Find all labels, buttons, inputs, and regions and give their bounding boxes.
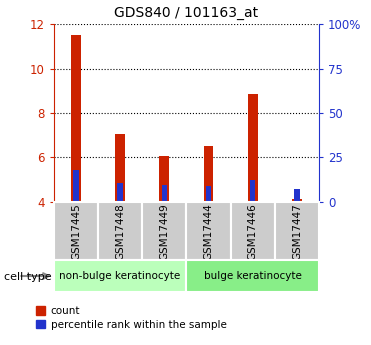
Title: GDS840 / 101163_at: GDS840 / 101163_at xyxy=(114,6,259,20)
Bar xyxy=(115,134,125,202)
Text: GSM17448: GSM17448 xyxy=(115,203,125,259)
Bar xyxy=(294,189,300,202)
Text: non-bulge keratinocyte: non-bulge keratinocyte xyxy=(59,271,181,281)
Bar xyxy=(160,156,169,202)
Bar xyxy=(162,185,167,202)
Text: GSM17449: GSM17449 xyxy=(159,203,169,259)
Bar xyxy=(118,183,123,202)
Bar xyxy=(71,35,81,202)
Bar xyxy=(275,202,319,260)
Text: GSM17444: GSM17444 xyxy=(204,203,214,259)
Bar xyxy=(186,260,319,292)
Bar xyxy=(142,202,186,260)
Bar xyxy=(206,186,211,202)
Bar xyxy=(98,202,142,260)
Text: GSM17447: GSM17447 xyxy=(292,203,302,259)
Text: GSM17446: GSM17446 xyxy=(248,203,258,259)
Bar xyxy=(292,199,302,202)
Bar xyxy=(186,202,231,260)
Legend: count, percentile rank within the sample: count, percentile rank within the sample xyxy=(35,305,227,331)
Bar xyxy=(73,170,79,202)
Text: GSM17445: GSM17445 xyxy=(71,203,81,259)
Bar xyxy=(54,260,186,292)
Bar xyxy=(54,202,98,260)
Text: bulge keratinocyte: bulge keratinocyte xyxy=(204,271,302,281)
Bar xyxy=(250,180,255,202)
Text: cell type: cell type xyxy=(4,272,51,282)
Bar xyxy=(204,146,213,202)
Bar xyxy=(248,94,257,202)
Bar xyxy=(231,202,275,260)
